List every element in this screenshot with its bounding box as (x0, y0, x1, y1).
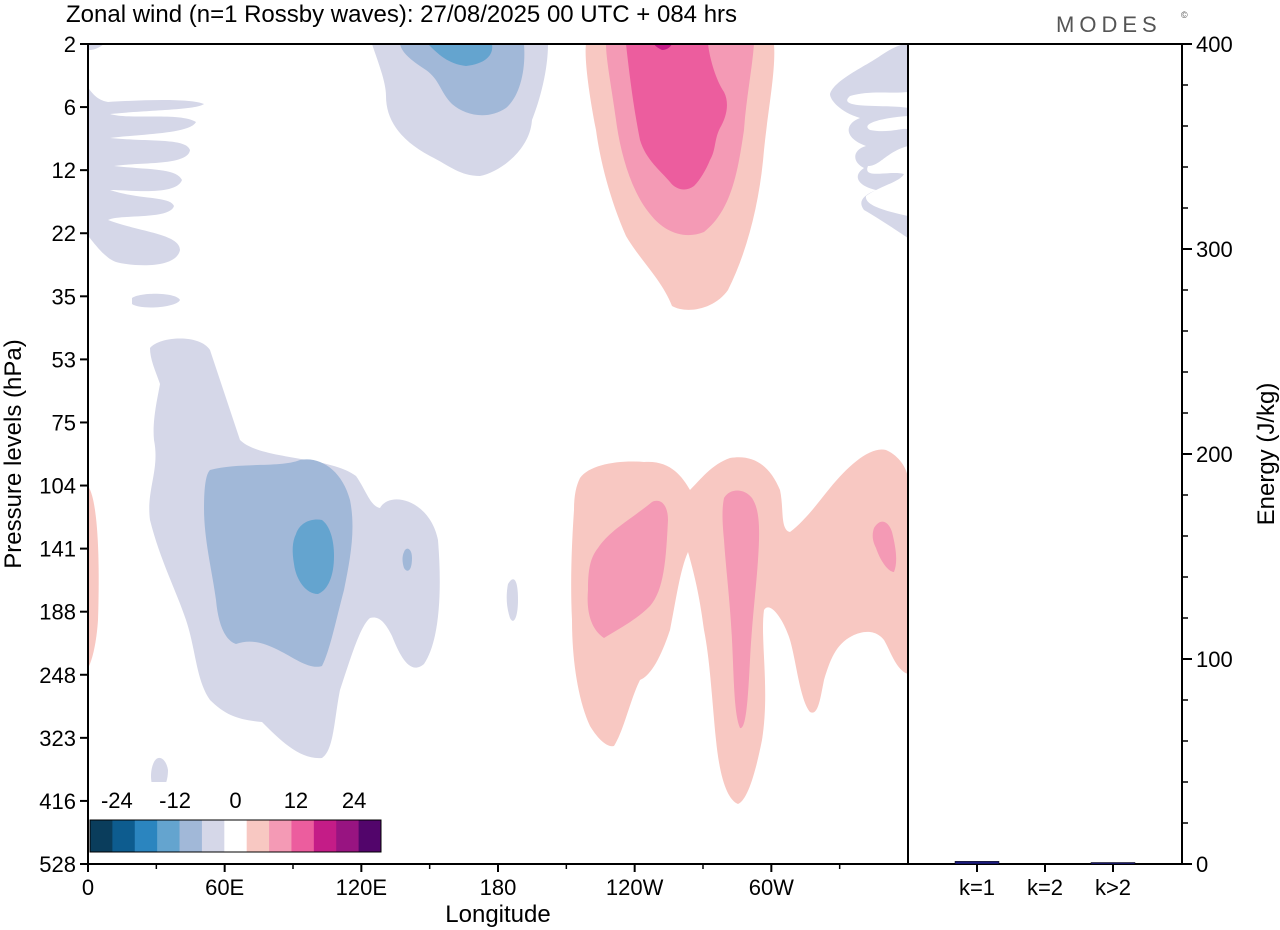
contour-neg3-lower (292, 519, 334, 594)
y-tick-label: 53 (52, 347, 76, 372)
y-tick-label: 75 (52, 410, 76, 435)
modes-logo: MODES (1056, 12, 1162, 37)
contour-neg-upper-right (830, 44, 908, 238)
contour-neg1-isle-b (506, 579, 518, 621)
colorbar-label: 0 (229, 788, 241, 813)
x-axis-label: Longitude (445, 901, 550, 928)
y-tick-label: 141 (39, 537, 76, 562)
colorbar-swatch (134, 820, 158, 852)
y-tick-label: 12 (52, 158, 76, 183)
energy-tick-label: 400 (1196, 32, 1233, 57)
colorbar-swatch (201, 820, 225, 852)
energy-panel-frame (907, 43, 1183, 865)
energy-axis-label: Energy (J/kg) (1253, 383, 1280, 526)
contour-pos2-lower-c (872, 521, 897, 572)
energy-tick-label: 200 (1196, 442, 1233, 467)
contour-pos2-lower-b (722, 490, 760, 729)
x-tick-label: 0 (82, 875, 94, 900)
contour-field (88, 44, 908, 804)
y-tick-label: 323 (39, 726, 76, 751)
colorbar-swatch (336, 820, 360, 852)
contour-pos4-upper (654, 44, 672, 50)
x-tick-label: 120E (336, 875, 387, 900)
colorbar-label: 12 (284, 788, 308, 813)
contour-pos3-upper (626, 44, 727, 190)
chart-title: Zonal wind (n=1 Rossby waves): 27/08/202… (66, 1, 737, 28)
energy-category-label: k=1 (959, 875, 995, 900)
energy-category-label: k>2 (1095, 875, 1131, 900)
energy-bar (954, 861, 1000, 865)
energy-tick-label: 0 (1196, 852, 1208, 877)
energy-bar (1090, 862, 1136, 865)
colorbar-swatch (269, 820, 292, 852)
x-tick-label: 60E (205, 875, 244, 900)
x-tick-label: 120W (606, 875, 664, 900)
x-tick-label: 180 (480, 875, 517, 900)
contour-neg-left-upper (88, 44, 204, 266)
colorbar-label: -24 (101, 788, 133, 813)
colorbar-swatch (246, 820, 270, 852)
y-tick-label: 2 (64, 32, 76, 57)
y-axis-label: Pressure levels (hPa) (0, 339, 27, 568)
y-tick-label: 416 (39, 789, 76, 814)
colorbar: -24 -12 0 12 24 (82, 782, 388, 860)
colorbar-swatch (179, 820, 203, 852)
y-tick-label: 6 (64, 95, 76, 120)
colorbar-swatch (291, 820, 315, 852)
contour-neg2-upper-mid (400, 44, 525, 116)
energy-tick-label: 300 (1196, 237, 1233, 262)
modes-logo-mark: © (1181, 10, 1188, 20)
colorbar-frame (89, 819, 382, 853)
colorbar-label: 24 (342, 788, 366, 813)
colorbar-swatch (90, 820, 113, 852)
colorbar-label: -12 (159, 788, 191, 813)
x-tick-label: 60W (749, 875, 794, 900)
colorbar-swatch (112, 820, 136, 852)
y-tick-label: 188 (39, 600, 76, 625)
contour-pos-left-edge (88, 486, 99, 668)
contour-neg-left-small (132, 293, 180, 308)
colorbar-swatch (157, 820, 181, 852)
energy-tick-label: 100 (1196, 647, 1233, 672)
y-tick-label: 22 (52, 221, 76, 246)
colorbar-swatch (358, 820, 382, 852)
contour-neg2-lower (204, 459, 353, 667)
y-tick-label: 35 (52, 284, 76, 309)
y-tick-label: 248 (39, 663, 76, 688)
colorbar-swatch (313, 820, 337, 852)
y-tick-label: 104 (39, 474, 76, 499)
y-tick-label: 528 (39, 852, 76, 877)
contour-neg3-upper-mid (428, 44, 493, 66)
contour-pos2-lower-a (587, 500, 668, 638)
contour-neg2-isle (402, 548, 412, 571)
colorbar-swatch (224, 820, 248, 852)
energy-category-label: k=2 (1027, 875, 1063, 900)
